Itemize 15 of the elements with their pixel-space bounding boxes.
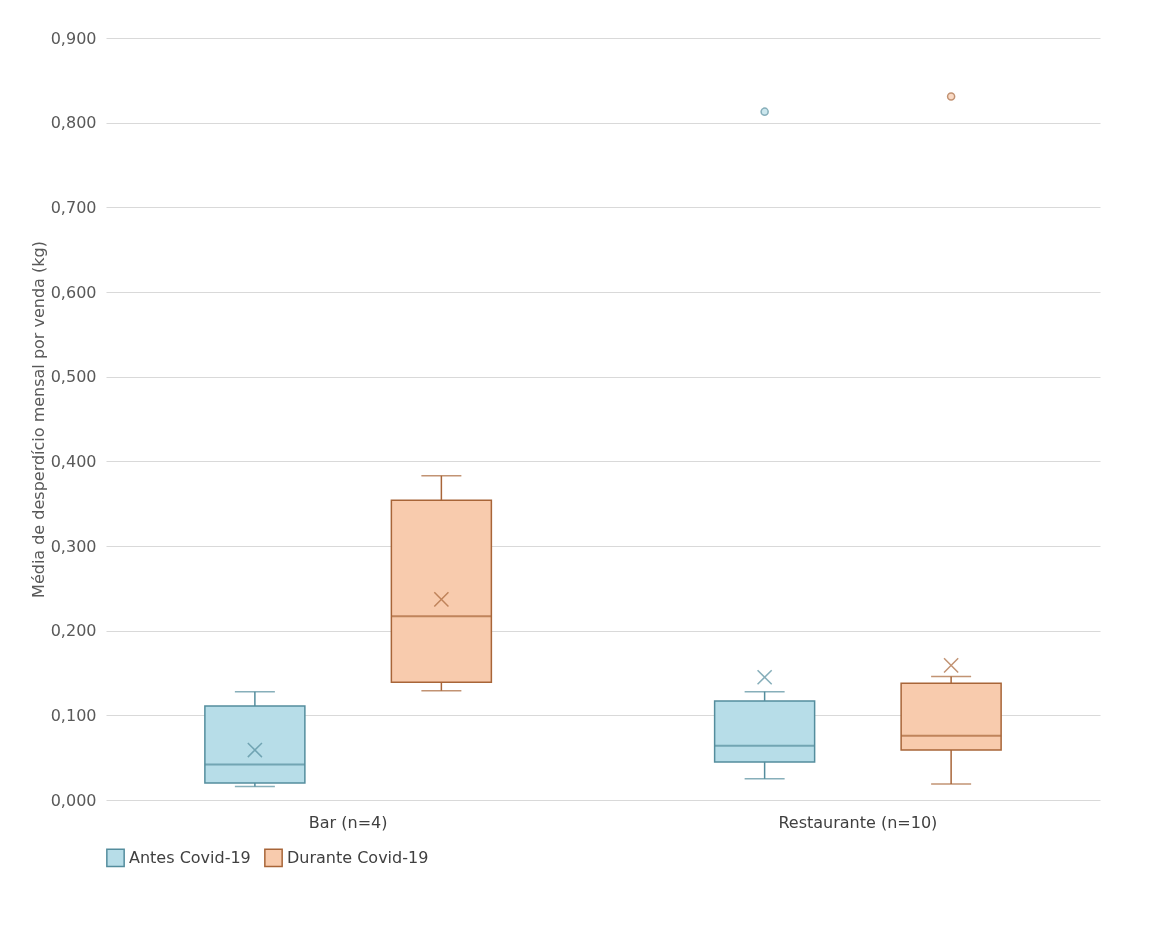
legend-label: Durante Covid-19: [287, 847, 429, 867]
y-tick-label: 0,500: [50, 367, 97, 387]
y-tick-label: 0,600: [50, 282, 97, 302]
y-tick-label: 0,300: [50, 536, 97, 556]
y-tick-label: 0,200: [50, 621, 97, 641]
y-axis-title: Média de desperdício mensal por venda (kg): [28, 241, 48, 598]
y-tick-label: 0,800: [50, 113, 97, 133]
legend-label: Antes Covid-19: [129, 847, 251, 867]
y-tick-label: 0,900: [50, 28, 97, 48]
x-tick-label: Bar (n=4): [308, 812, 388, 832]
y-tick-label: 0,000: [50, 790, 97, 810]
y-tick-label: 0,700: [50, 197, 97, 217]
y-tick-label: 0,400: [50, 451, 97, 471]
x-tick-label: Restaurante (n=10): [778, 812, 938, 832]
y-tick-label: 0,100: [50, 705, 97, 725]
